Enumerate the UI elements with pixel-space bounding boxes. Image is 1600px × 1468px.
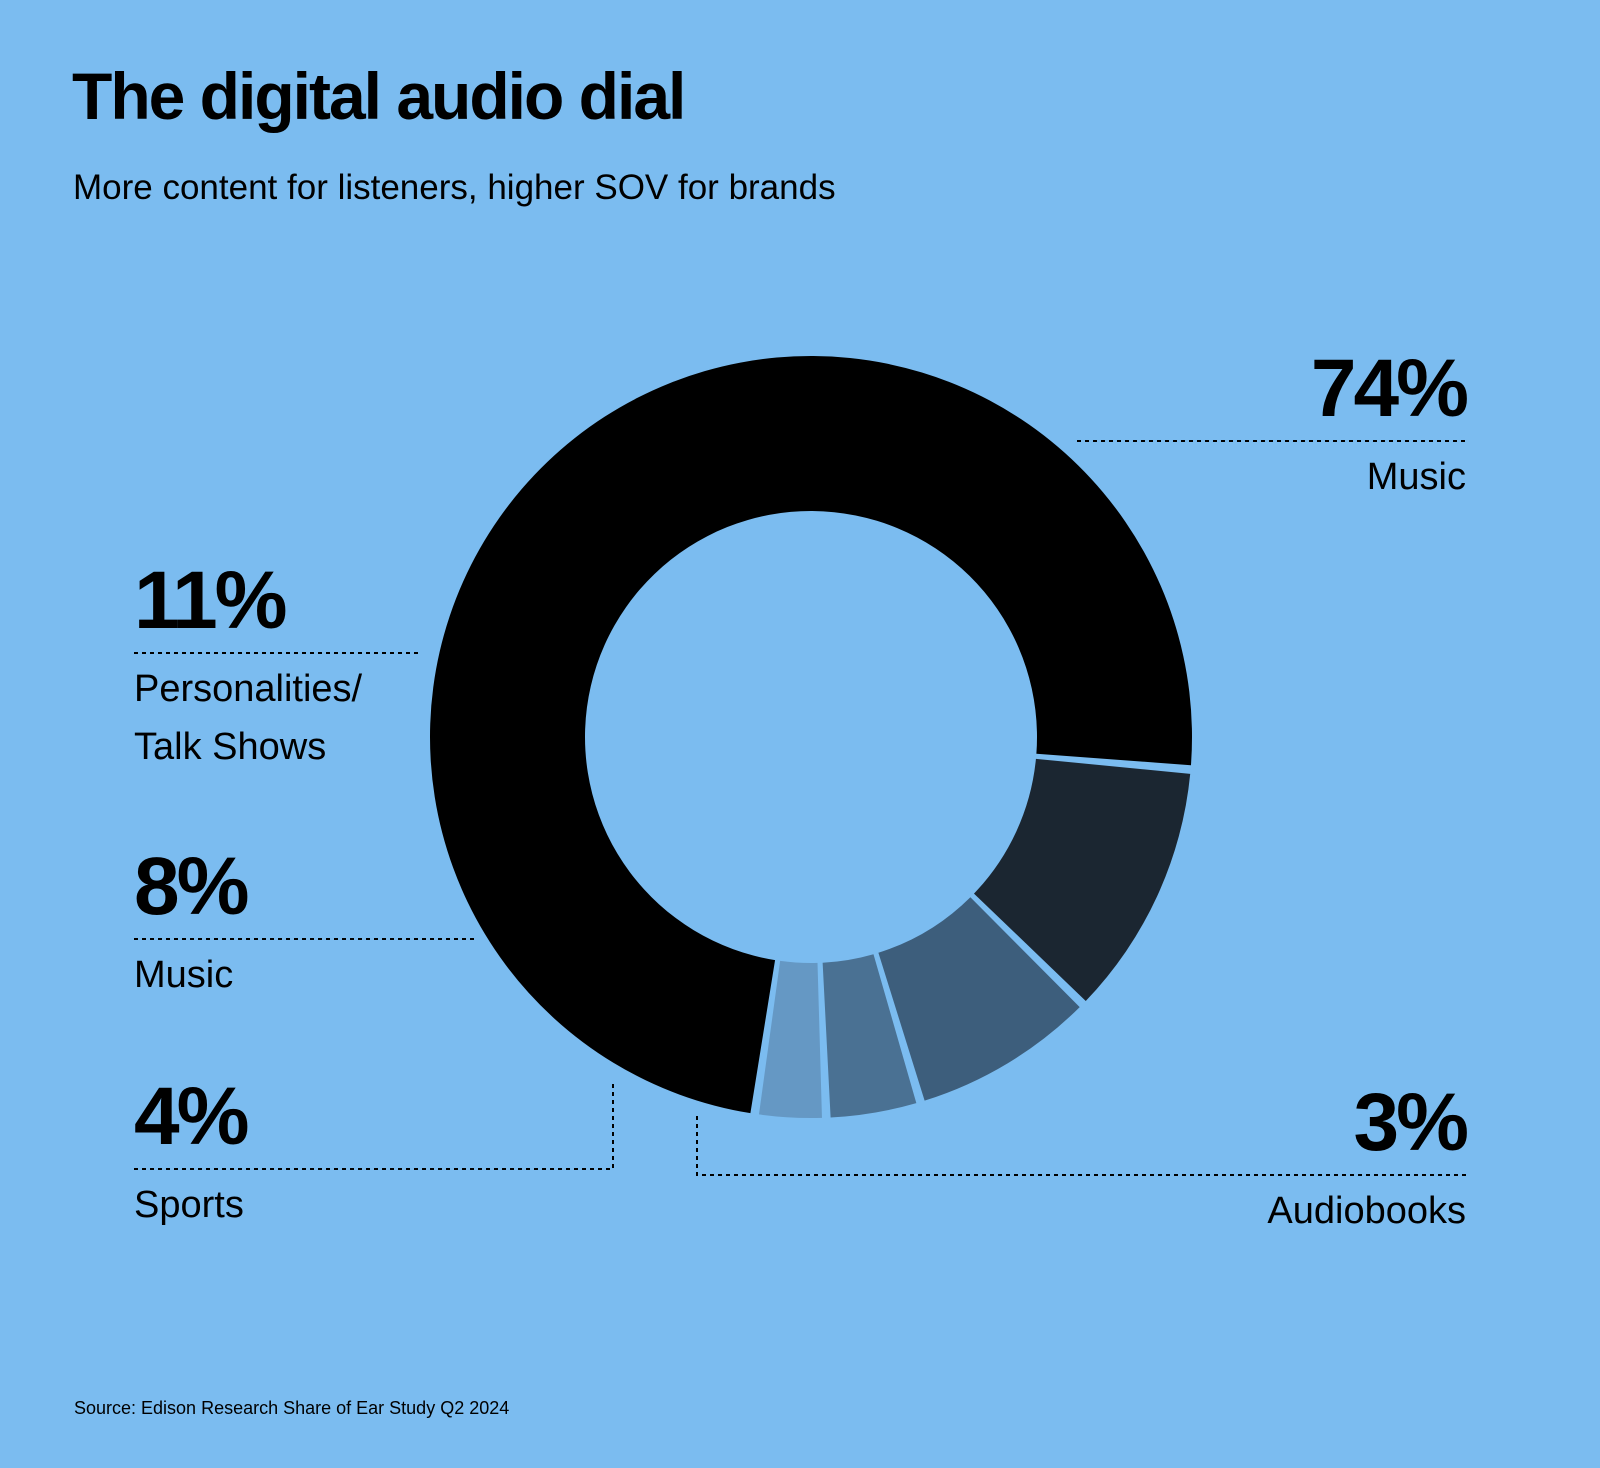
- label-audiobooks: 3% Audiobooks: [1267, 1077, 1469, 1240]
- pct-sports: 4%: [134, 1071, 250, 1162]
- label-music-main: 74% Music: [1310, 343, 1469, 506]
- name-music-main: Music: [1366, 456, 1466, 498]
- label-music-small: 8% Music: [134, 841, 250, 1004]
- slice-audiobooks: [758, 960, 822, 1119]
- pct-talk: 11%: [134, 555, 288, 646]
- chart-subtitle: More content for listeners, higher SOV f…: [73, 168, 836, 207]
- chart-title: The digital audio dial: [72, 59, 686, 133]
- pct-music-main: 74%: [1310, 343, 1469, 434]
- leader-lines: [134, 440, 1466, 1176]
- name-music-small: Music: [134, 954, 234, 996]
- label-talk: 11% Personalities/ Talk Shows: [134, 560, 362, 776]
- slice-music-main: [429, 356, 1192, 1114]
- name-talk-line2: Talk Shows: [134, 726, 327, 768]
- slice-music-small: [878, 897, 1080, 1101]
- pct-music-small: 8%: [134, 841, 250, 932]
- label-sports: 4% Sports: [134, 1071, 250, 1234]
- slice-sports: [822, 954, 917, 1118]
- slice-talk: [973, 758, 1191, 1001]
- source-note: Source: Edison Research Share of Ear Stu…: [74, 1398, 510, 1418]
- name-audiobooks: Audiobooks: [1267, 1190, 1466, 1232]
- donut-slices: [429, 356, 1192, 1119]
- name-talk-line1: Personalities/: [134, 668, 363, 710]
- pct-audiobooks: 3%: [1353, 1077, 1469, 1168]
- name-sports: Sports: [134, 1184, 244, 1226]
